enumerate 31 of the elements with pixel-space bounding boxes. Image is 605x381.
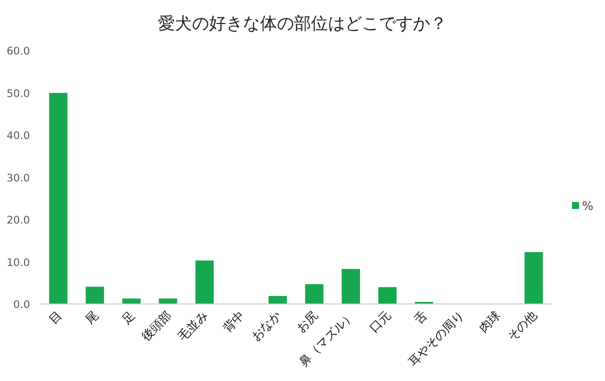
legend-label: %	[582, 199, 594, 213]
bar	[342, 268, 360, 304]
y-tick-label: 50.0	[6, 88, 30, 100]
x-tick-label: 尾	[82, 308, 101, 327]
y-tick-label: 40.0	[6, 130, 30, 142]
y-tick-label: 10.0	[6, 256, 30, 269]
x-tick-label: その他	[504, 308, 540, 344]
x-tick-label: 肉球	[476, 308, 504, 336]
bar	[49, 92, 68, 304]
bar	[378, 287, 397, 304]
y-tick-label: 20.0	[6, 214, 30, 227]
x-tick-label: おなか	[248, 308, 284, 344]
bar	[158, 298, 178, 304]
y-tick-label: 0.0	[13, 299, 30, 311]
x-tick-label: 背中	[220, 308, 248, 336]
x-tick-label: 目	[46, 308, 64, 327]
bar	[195, 260, 214, 304]
x-tick-label: 口元	[366, 308, 394, 336]
chart-title: 愛犬の好きな体の部位はどこですか？	[158, 14, 447, 34]
y-tick-label: 60.0	[6, 46, 30, 58]
bar	[524, 252, 543, 304]
bar	[122, 298, 141, 304]
y-tick-label: 30.0	[6, 172, 30, 184]
x-tick-label: お尻	[294, 308, 320, 336]
x-tick-label: 毛並み	[175, 308, 211, 344]
bar	[305, 284, 324, 304]
bar	[268, 296, 287, 304]
bar	[86, 286, 104, 304]
x-tick-label: 足	[119, 308, 138, 327]
x-tick-label: 舌	[412, 308, 430, 327]
x-tick-label: 後頭部	[138, 308, 174, 344]
